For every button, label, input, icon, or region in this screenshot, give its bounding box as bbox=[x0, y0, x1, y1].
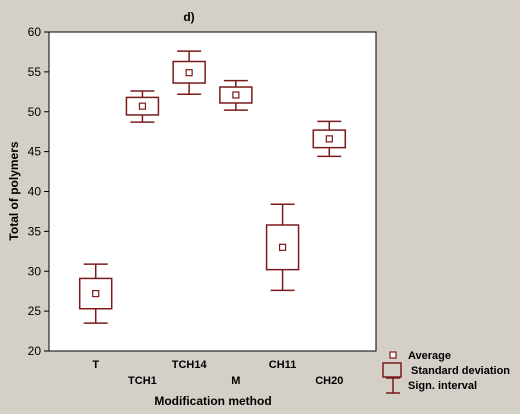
y-tick-label: 25 bbox=[28, 304, 42, 318]
category-label: M bbox=[231, 375, 240, 387]
legend-average-marker bbox=[389, 351, 397, 359]
y-tick-label: 55 bbox=[28, 65, 42, 79]
y-axis: 20 25 30 35 40 45 50 55 60 bbox=[28, 25, 49, 358]
box-CH11 bbox=[265, 203, 300, 292]
legend-sd-label: Standard deviation bbox=[411, 365, 510, 377]
mean-marker bbox=[278, 243, 287, 251]
box-CH20 bbox=[312, 120, 347, 158]
mean-marker bbox=[92, 289, 100, 298]
sd-box bbox=[265, 224, 300, 271]
box-TCH14 bbox=[172, 50, 206, 95]
sd-box bbox=[172, 60, 206, 84]
sd-box bbox=[78, 277, 113, 310]
box-TCH1 bbox=[125, 90, 160, 123]
chart-title: d) bbox=[183, 10, 194, 24]
plot-area bbox=[48, 31, 377, 352]
y-tick-label: 30 bbox=[28, 264, 42, 278]
mean-marker bbox=[325, 135, 333, 143]
legend-sd-marker bbox=[382, 362, 402, 378]
y-tick-label: 40 bbox=[28, 185, 42, 199]
sd-box bbox=[312, 129, 347, 149]
box-M bbox=[219, 79, 253, 111]
x-axis: T TCH1 TCH14 M CH11 CH20 bbox=[92, 359, 343, 387]
y-tick-label: 60 bbox=[28, 25, 42, 39]
category-label: TCH1 bbox=[128, 375, 157, 387]
category-label: TCH14 bbox=[172, 359, 208, 371]
legend-ci-label: Sign. interval bbox=[408, 380, 477, 392]
sd-box bbox=[219, 86, 253, 104]
y-tick-label: 35 bbox=[28, 224, 42, 238]
y-tick-label: 20 bbox=[28, 344, 42, 358]
mean-marker bbox=[185, 69, 193, 77]
category-label: CH11 bbox=[269, 359, 297, 371]
y-tick-label: 50 bbox=[28, 105, 42, 119]
y-tick-label: 45 bbox=[28, 145, 42, 159]
y-axis-title: Total of polymers bbox=[7, 141, 21, 240]
legend: Average Standard deviation Sign. interval bbox=[382, 350, 510, 394]
legend-average-label: Average bbox=[408, 350, 451, 362]
sd-box bbox=[125, 96, 160, 116]
category-label: T bbox=[92, 359, 99, 371]
category-label: CH20 bbox=[315, 375, 343, 387]
x-axis-title: Modification method bbox=[154, 394, 271, 408]
mean-marker bbox=[138, 102, 147, 110]
mean-marker bbox=[232, 91, 240, 99]
box-T bbox=[78, 263, 113, 324]
plot-marks bbox=[78, 50, 347, 324]
